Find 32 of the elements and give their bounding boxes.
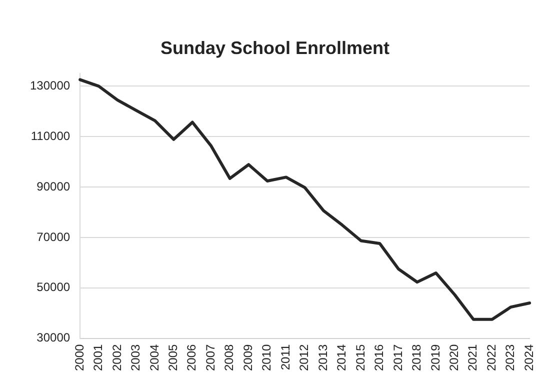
x-tick-label: 2010 xyxy=(260,344,274,372)
x-tick-label: 2009 xyxy=(240,344,255,372)
x-tick-label: 2003 xyxy=(128,344,143,372)
x-tick-label: 2023 xyxy=(503,344,518,372)
y-tick-label: 70000 xyxy=(36,230,70,244)
x-tick-label: 2002 xyxy=(110,344,124,372)
x-tick-label: 2007 xyxy=(203,344,218,372)
x-tick-label: 2001 xyxy=(91,344,106,372)
x-tick-label: 2015 xyxy=(353,344,368,372)
x-tick-label: 2008 xyxy=(222,344,236,372)
x-tick-label: 2013 xyxy=(316,344,330,372)
x-tick-label: 2017 xyxy=(390,344,405,372)
x-tick-label: 2020 xyxy=(446,344,461,372)
chart-title: Sunday School Enrollment xyxy=(160,38,390,58)
x-tick-label: 2005 xyxy=(166,344,180,372)
x-tick-label: 2019 xyxy=(428,344,442,372)
x-tick-label: 2014 xyxy=(334,344,349,372)
x-tick-label: 2024 xyxy=(522,344,536,372)
x-tick-label: 2000 xyxy=(72,344,86,372)
x-tick-label: 2011 xyxy=(278,344,292,370)
x-tick-label: 2012 xyxy=(297,344,312,372)
y-tick-label: 110000 xyxy=(30,128,70,143)
x-tick-label: 2016 xyxy=(372,344,386,372)
y-tick-label: 50000 xyxy=(36,280,70,294)
x-tick-label: 2021 xyxy=(466,344,480,372)
y-tick-label: 30000 xyxy=(36,330,70,345)
y-tick-label: 90000 xyxy=(36,179,70,194)
x-tick-label: 2006 xyxy=(184,344,199,372)
x-tick-label: 2022 xyxy=(484,344,498,372)
x-tick-label: 2004 xyxy=(147,344,162,372)
y-tick-label: 130000 xyxy=(30,78,70,93)
x-tick-label: 2018 xyxy=(410,344,424,372)
